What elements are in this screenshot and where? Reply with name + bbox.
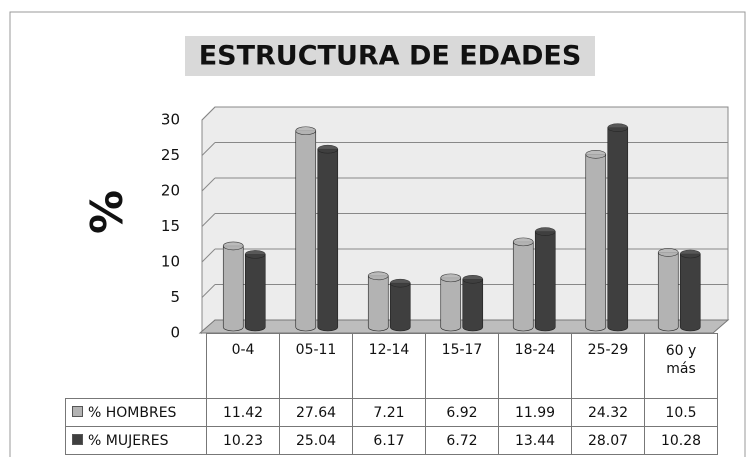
y-tick-label: 20 (161, 182, 180, 200)
value-cell: 13.44 (498, 426, 572, 455)
value-cell: 28.07 (571, 426, 645, 455)
value-cell: 11.42 (206, 398, 280, 427)
category-cell: 15-17 (425, 333, 499, 399)
category-cell: 0-4 (206, 333, 280, 399)
y-tick-label: 10 (161, 253, 180, 271)
data-table: 0-4 05-11 12-14 15-17 18-24 25-29 60 y más % HO… (65, 333, 718, 455)
bar-top (607, 123, 629, 133)
legend-label: % HOMBRES (88, 404, 177, 421)
bar (222, 245, 244, 332)
legend-cell: % MUJERES (65, 426, 207, 455)
bar (462, 278, 484, 332)
bar-top (295, 126, 317, 136)
x-tick-label: 12-14 (368, 342, 410, 358)
bar-top (222, 241, 244, 251)
table-header-row: 0-4 05-11 12-14 15-17 18-24 25-29 60 y más (65, 333, 718, 399)
bar-top (679, 249, 701, 259)
bar (244, 254, 266, 332)
bar (367, 275, 389, 332)
bar (585, 154, 607, 332)
y-axis-label: % (82, 190, 133, 234)
grid-line (201, 177, 216, 192)
bar (440, 277, 462, 332)
bar-top (512, 237, 534, 247)
bar-top (440, 273, 462, 283)
x-tick-label: 60 y más (665, 343, 697, 377)
bar-top (657, 248, 679, 257)
bar-top (317, 144, 339, 154)
y-tick-label: 15 (161, 217, 180, 235)
value-cell: 27.64 (279, 398, 353, 427)
legend-cell: % HOMBRES (65, 398, 207, 427)
category-cell: 60 y más (644, 333, 718, 399)
bar (534, 231, 556, 332)
value-cell: 6.17 (352, 426, 426, 455)
grid-line (201, 248, 216, 263)
title-box (185, 36, 595, 76)
bar-top (367, 271, 389, 281)
x-tick-label: 0-4 (231, 342, 255, 358)
bar-top (585, 150, 607, 159)
y-tick-label: 25 (161, 146, 180, 164)
grid-line (201, 213, 216, 227)
chart-title: ESTRUCTURA DE EDADES (199, 41, 582, 72)
legend-swatch (72, 433, 83, 445)
value-cell: 6.92 (425, 398, 499, 427)
legend-swatch (72, 405, 83, 417)
bar (317, 148, 339, 332)
y-tick-label: 0 (170, 324, 180, 342)
category-cell: 25-29 (571, 333, 645, 399)
bar (607, 127, 629, 332)
value-cell: 10.5 (644, 398, 718, 427)
value-cell: 7.21 (352, 398, 426, 427)
table-row: % MUJERES 10.23 25.04 6.17 6.72 13.44 28.07 10.… (65, 426, 718, 455)
bar (512, 241, 534, 332)
value-cell: 25.04 (279, 426, 353, 455)
grid-line (201, 106, 216, 121)
bar-top (534, 227, 556, 236)
value-cell: 6.72 (425, 426, 499, 455)
table-corner (65, 333, 207, 399)
y-tick-label: 5 (170, 288, 180, 306)
bar (657, 252, 679, 332)
bar (389, 282, 411, 332)
grid-line (201, 142, 216, 156)
x-tick-label: 15-17 (441, 342, 483, 358)
value-cell: 10.28 (644, 426, 718, 455)
category-cell: 18-24 (498, 333, 572, 399)
x-tick-label: 18-24 (514, 342, 556, 358)
x-tick-label: 05-11 (295, 342, 337, 358)
value-cell: 24.32 (571, 398, 645, 427)
x-tick-label: 25-29 (587, 342, 629, 358)
bar-top (462, 274, 484, 284)
legend-label: % MUJERES (88, 432, 169, 449)
bar (679, 253, 701, 332)
bar-top (244, 250, 266, 259)
bar (295, 130, 317, 332)
y-tick-label: 30 (161, 111, 180, 129)
table-row: % HOMBRES 11.42 27.64 7.21 6.92 11.99 24.32 10.… (65, 398, 718, 427)
category-cell: 12-14 (352, 333, 426, 399)
bar-top (389, 278, 411, 288)
category-cell: 05-11 (279, 333, 353, 399)
value-cell: 10.23 (206, 426, 280, 455)
grid-line (201, 284, 216, 298)
value-cell: 11.99 (498, 398, 572, 427)
